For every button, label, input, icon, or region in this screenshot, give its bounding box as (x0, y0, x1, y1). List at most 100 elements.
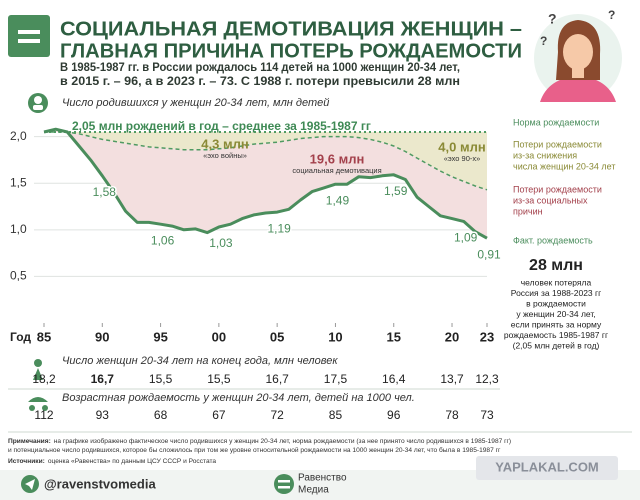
title: ГЛАВНАЯ ПРИЧИНА ПОТЕРЬ РОЖДАЕМОСТИ (60, 40, 522, 62)
sources-text: оценка «Равенства» по данным ЦСУ СССР и … (48, 458, 217, 465)
woman-illustration: ? ? ? (534, 8, 622, 102)
legend-entry: из-за снижения (513, 150, 577, 160)
demography-loss-area (44, 131, 487, 190)
table-value: 96 (387, 408, 401, 422)
summary-text: (2,05 млн детей в год) (513, 340, 600, 350)
data-label: 0,91 (477, 247, 501, 261)
sources: Источники: оценка «Равенства» по данным Ц… (8, 458, 216, 465)
logo-icon (8, 15, 50, 57)
summary-text: у женщин 20-34 лет, (516, 309, 595, 319)
svg-text:?: ? (540, 34, 547, 48)
women-icon (33, 359, 43, 380)
handle: @ravenstvomedia (44, 476, 156, 491)
table-value: 67 (212, 408, 226, 422)
table-value: 73 (480, 408, 494, 422)
y-tick-label: 1,0 (10, 222, 27, 236)
legend-entry: Факт. рождаемость (513, 235, 593, 245)
actual-line (43, 127, 488, 240)
watermark-box (476, 456, 618, 480)
summary-text: в рождаемости (526, 298, 586, 308)
annotation-note: «эхо войны» (203, 151, 247, 160)
table-value: 17,5 (324, 372, 348, 386)
brand-name: Равенство (298, 473, 347, 484)
y-tick-label: 0,5 (10, 269, 27, 283)
svg-text:?: ? (608, 8, 615, 22)
x-tick-label: 05 (270, 329, 284, 344)
summary-text: человек потеряла (521, 277, 592, 287)
table-value: 112 (34, 408, 53, 422)
legend-entry: из-за социальных (513, 195, 588, 205)
legend-entry: Потери рождаемости (513, 139, 602, 149)
data-label: 1,09 (454, 231, 478, 245)
x-tick-label: 15 (387, 329, 401, 344)
legend-entry: числа женщин 20-34 лет (513, 161, 615, 171)
annotation-value: 4,3 млн (201, 136, 248, 151)
table-value: 93 (96, 408, 110, 422)
table-label: Возрастная рождаемость у женщин 20-34 ле… (62, 392, 415, 404)
x-tick-label: 20 (445, 329, 459, 344)
x-tick-label: 95 (153, 329, 167, 344)
table-value: 12,3 (475, 372, 499, 386)
summary-text: рождаемость 1985-1987 гг (504, 330, 608, 340)
summary-text: Россия за 1988-2023 гг (511, 288, 601, 298)
data-label: 1,03 (209, 236, 233, 250)
logo-bar (18, 39, 40, 43)
annotation-value: 4,0 млн (438, 139, 485, 154)
summary-text: если принять за норму (511, 319, 602, 329)
table-value: 68 (154, 408, 168, 422)
subtitle: в 2015 г. – 96, а в 2023 г. – 73. С 1988… (60, 74, 460, 88)
sources-label: Источники: (8, 458, 45, 465)
table-value: 18,2 (32, 372, 56, 386)
data-label: 1,19 (267, 221, 291, 235)
subtitle: В 1985-1987 гг. в России рождалось 114 д… (60, 60, 460, 74)
x-tick-label: 85 (37, 329, 51, 344)
table-value: 72 (270, 408, 284, 422)
table-value: 78 (445, 408, 459, 422)
logo-bar (18, 30, 40, 34)
summary-value: 28 млн (529, 257, 583, 274)
svg-text:?: ? (548, 11, 557, 27)
table-label: Число женщин 20-34 лет на конец года, мл… (62, 355, 338, 367)
legend-entry: Норма рождаемости (513, 117, 599, 127)
table-value: 85 (329, 408, 343, 422)
x-axis-label: Год (10, 330, 31, 344)
brand-bar (278, 480, 290, 483)
legend-entry: Потери рождаемости (513, 184, 602, 194)
y-tick-label: 2,0 (10, 129, 27, 143)
table-value: 16,7 (265, 372, 289, 386)
x-tick-label: 90 (95, 329, 109, 344)
telegram-glyph (25, 479, 35, 490)
social-loss-area (44, 129, 487, 239)
stroller-icon (28, 397, 48, 411)
x-tick-label: 10 (328, 329, 342, 344)
annotation-value: 19,6 млн (310, 151, 365, 166)
table-value: 15,5 (149, 372, 173, 386)
data-label: 1,59 (384, 184, 408, 198)
x-tick-label: 23 (480, 329, 494, 344)
y-tick-label: 1,5 (10, 175, 27, 189)
y-axis-label: Число родившихся у женщин 20-34 лет, млн… (62, 97, 329, 109)
notes: Примечания: на графике изображено фактиче… (8, 437, 511, 445)
watermark: YAPLAKAL.COM (495, 459, 599, 474)
baby-icon (28, 93, 48, 113)
table-value: 16,7 (91, 372, 115, 386)
data-label: 1,49 (326, 193, 350, 207)
brand-name: Медиа (298, 485, 329, 496)
data-label: 1,06 (151, 233, 175, 247)
notes-text: на графике изображено фактическое число … (54, 437, 511, 445)
title: СОЦИАЛЬНАЯ ДЕМОТИВАЦИЯ ЖЕНЩИН – (60, 18, 522, 40)
data-label: 1,58 (93, 185, 117, 199)
norm-label: 2,05 млн рождений в год – среднее за 198… (72, 119, 371, 133)
brand-bar (278, 486, 290, 489)
notes-label: Примечания: (8, 438, 51, 445)
x-tick-label: 00 (212, 329, 226, 344)
table-value: 13,7 (440, 372, 464, 386)
table-value: 16,4 (382, 372, 406, 386)
annotation-note: «эхо 90-х» (444, 154, 481, 163)
annotation-note: социальная демотивация (292, 166, 381, 175)
notes-text: и потенциальное число родившихся, которо… (8, 446, 501, 454)
table-value: 15,5 (207, 372, 231, 386)
brand-icon (274, 474, 294, 494)
